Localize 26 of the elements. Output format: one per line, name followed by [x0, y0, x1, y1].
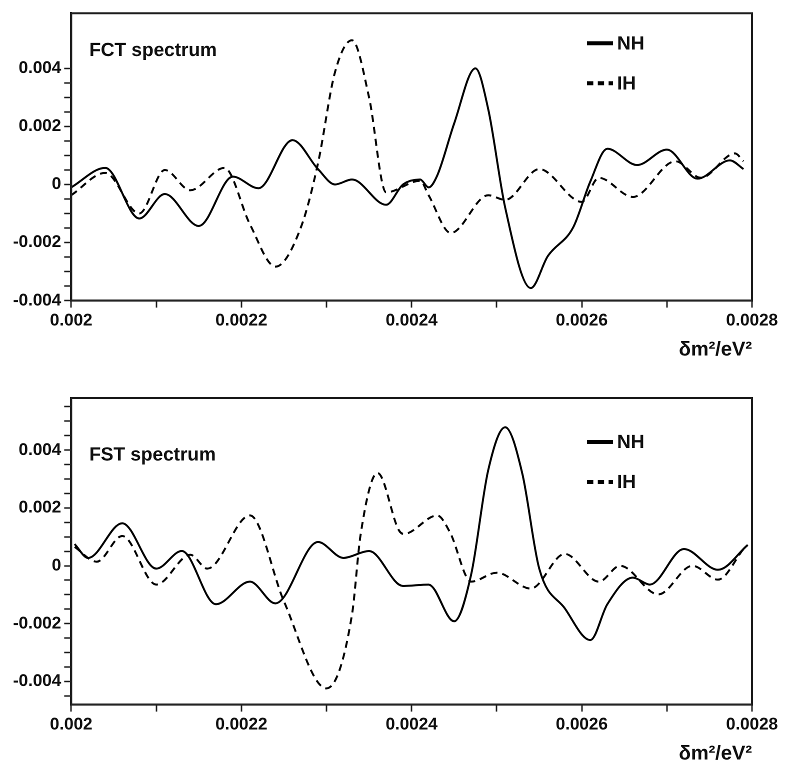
- x-axis-title: δm²/eV²: [678, 338, 752, 361]
- x-tick-label: 0.0024: [386, 714, 438, 734]
- legend-label: NH: [617, 432, 644, 454]
- text: FCT spectrum: [89, 40, 217, 61]
- y-tick-label: 0.004: [18, 58, 62, 78]
- x-tick-label: 0.0028: [726, 310, 778, 330]
- x-tick-label: 0.0026: [556, 310, 608, 330]
- y-tick-label: 0.002: [18, 498, 62, 517]
- y-tick-label: -0.004: [13, 290, 62, 310]
- text: FST spectrum: [89, 444, 216, 466]
- y-tick-label: 0: [52, 555, 62, 574]
- legend-label: IH: [617, 73, 636, 94]
- x-axis-title: δm²/eV²: [678, 742, 752, 765]
- y-tick-label: -0.002: [13, 613, 62, 632]
- y-tick-label: 0: [52, 174, 62, 194]
- y-tick-label: 0.004: [18, 440, 62, 459]
- x-tick-label: 0.0026: [556, 714, 608, 734]
- legend-label: IH: [617, 472, 636, 494]
- x-tick-label: 0.0024: [386, 310, 438, 330]
- legend-label: NH: [617, 33, 644, 54]
- y-tick-label: -0.002: [13, 232, 62, 252]
- x-tick-label: 0.0028: [726, 714, 778, 734]
- x-tick-label: 0.0022: [215, 310, 268, 330]
- y-tick-label: -0.004: [13, 671, 62, 690]
- x-tick-label: 0.0022: [215, 714, 268, 734]
- y-tick-label: 0.002: [18, 116, 62, 136]
